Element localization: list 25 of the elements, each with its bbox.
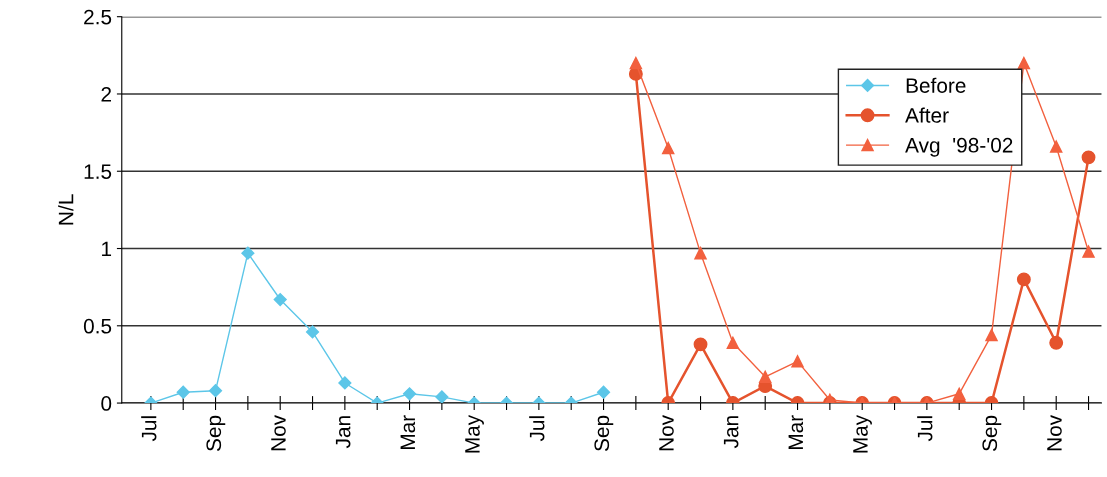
x-tick-label: Sep	[982, 415, 1002, 451]
x-tick-label: Nov	[271, 414, 286, 451]
x-tick-label: Jan	[723, 416, 739, 449]
x-tick-label: Jan	[335, 416, 351, 449]
y-tick-label: 1.5	[84, 164, 112, 179]
x-tick-label: Nov	[659, 414, 674, 451]
x-tick-label: Mar	[788, 415, 804, 450]
x-tick-label: Mar	[400, 415, 416, 450]
legend-label: Avg '98-'02	[905, 137, 1013, 157]
y-axis-title: N/L	[58, 194, 74, 225]
x-tick-label: Sep	[206, 415, 226, 451]
legend-label: After	[905, 107, 949, 123]
y-tick-label: 0	[101, 396, 112, 411]
x-tick-label: Jul	[529, 416, 545, 442]
y-tick-label: 1	[102, 241, 112, 257]
x-tick-label: Sep	[594, 415, 614, 451]
y-tick-label: 2.5	[84, 9, 112, 25]
y-tick-label: 2	[101, 86, 111, 102]
y-tick-label: 0.5	[83, 318, 112, 334]
legend-label: Before	[906, 77, 966, 93]
x-tick-label: Jul	[141, 416, 157, 442]
x-tick-label: Nov	[1047, 414, 1062, 451]
x-tick-label: May	[465, 414, 484, 453]
x-tick-label: May	[853, 414, 872, 453]
x-tick-label: Jul	[917, 416, 933, 442]
